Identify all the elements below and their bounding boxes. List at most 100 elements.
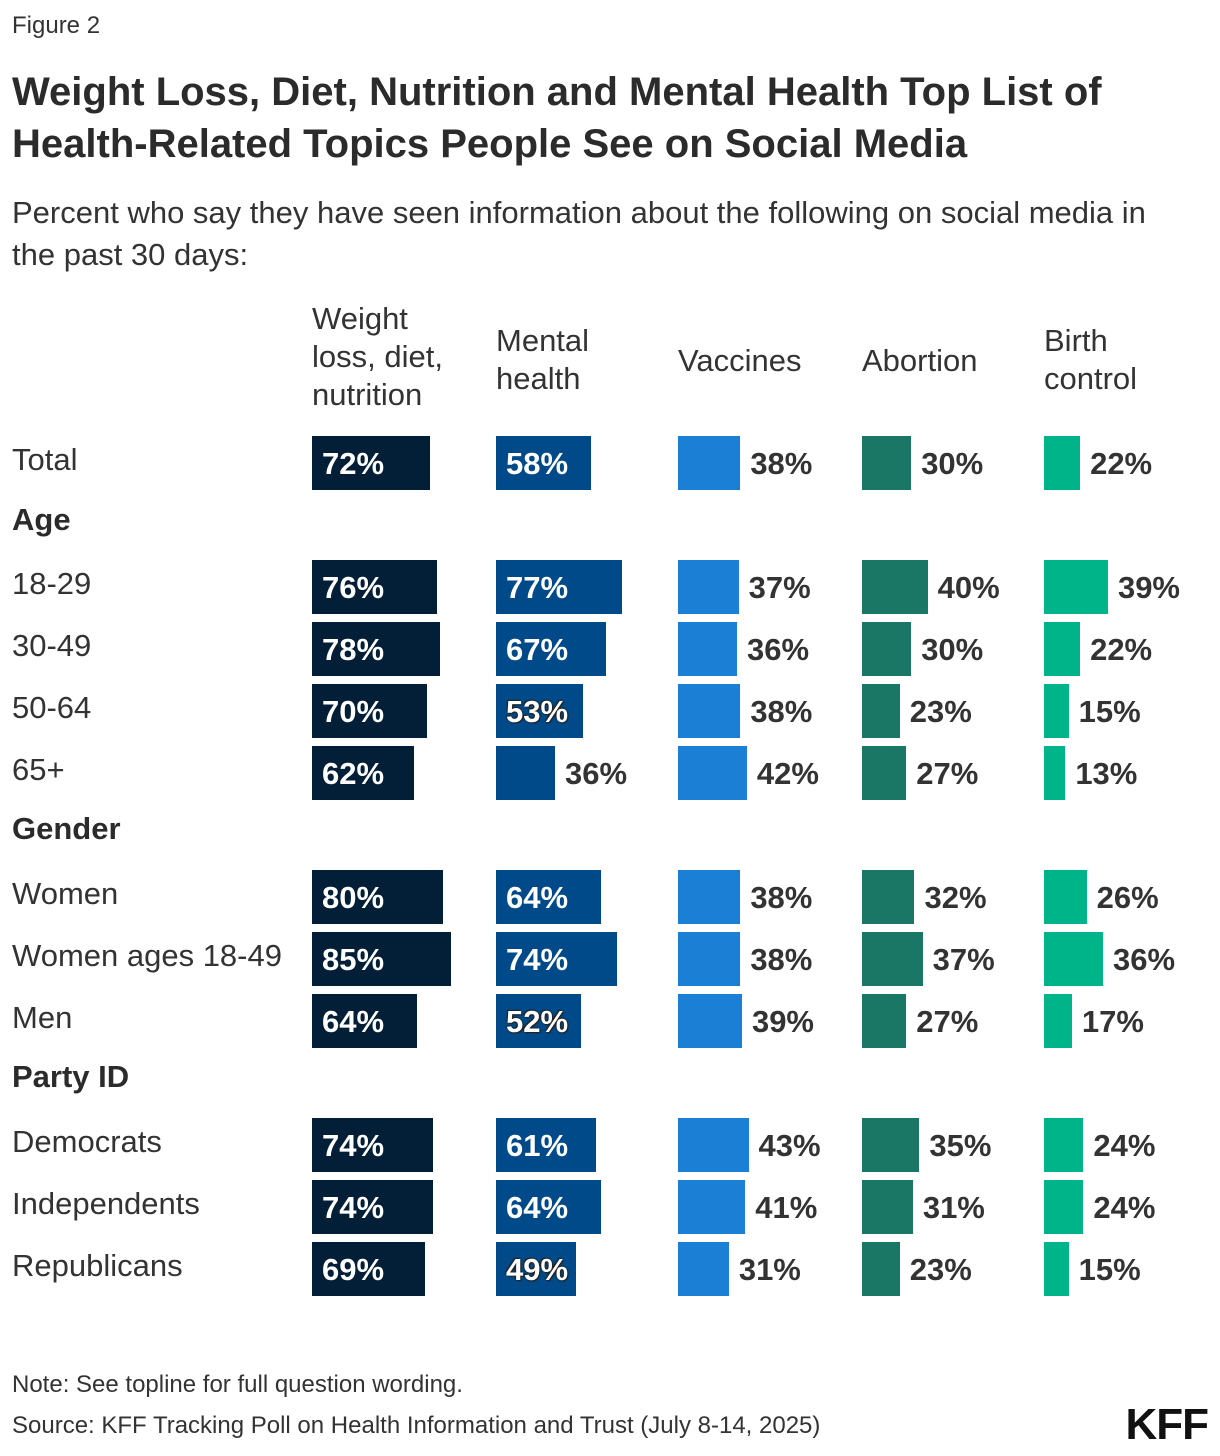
bar	[862, 870, 915, 924]
data-label: 78%	[322, 632, 385, 667]
bar	[1044, 622, 1081, 676]
column-header: Weight loss, diet, nutrition	[312, 301, 443, 412]
row-label: 65+	[12, 752, 65, 787]
bar	[1044, 436, 1081, 490]
data-label: 30%	[921, 446, 984, 481]
data-label: 32%	[924, 880, 987, 915]
bar	[496, 932, 618, 986]
data-label: 72%	[322, 446, 385, 481]
bar	[1044, 870, 1087, 924]
bar	[312, 684, 427, 738]
source: Source: KFF Tracking Poll on Health Info…	[12, 1412, 821, 1439]
bar	[678, 684, 741, 738]
bar	[1044, 1242, 1069, 1296]
bar	[678, 622, 738, 676]
bar	[862, 1242, 900, 1296]
bar	[678, 1118, 749, 1172]
column-header: Birth control	[1044, 323, 1138, 396]
chart-subtitle: Percent who say they have seen informati…	[12, 195, 1146, 272]
bar	[312, 1242, 426, 1296]
bar	[678, 932, 741, 986]
row-label: Women	[12, 876, 119, 911]
data-label: 40%	[937, 570, 1000, 605]
data-label: 77%	[506, 570, 569, 605]
bar	[1044, 932, 1104, 986]
bar	[678, 1180, 746, 1234]
bar	[1044, 684, 1069, 738]
data-label: 53%	[506, 694, 569, 729]
data-label: 36%	[565, 756, 628, 791]
chart-title: Weight Loss, Diet, Nutrition and Mental …	[12, 70, 1102, 166]
data-label: 64%	[322, 1004, 385, 1039]
bar	[862, 1180, 913, 1234]
bar	[862, 746, 907, 800]
bar	[496, 746, 556, 800]
data-label: 69%	[322, 1252, 385, 1287]
bar	[312, 746, 414, 800]
bar	[678, 436, 741, 490]
group-label: Party ID	[12, 1059, 130, 1094]
bar	[678, 1242, 729, 1296]
bar	[1044, 560, 1108, 614]
bar	[862, 684, 900, 738]
bar	[312, 436, 431, 490]
data-label: 36%	[1113, 942, 1176, 977]
data-label: 13%	[1075, 756, 1138, 791]
data-label: 35%	[929, 1128, 992, 1163]
bar	[862, 932, 923, 986]
bar	[862, 436, 912, 490]
row-label: 50-64	[12, 690, 92, 725]
row-label: Women ages 18-49	[12, 938, 282, 973]
note: Note: See topline for full question word…	[12, 1371, 463, 1398]
bar	[496, 436, 592, 490]
data-label: 37%	[748, 570, 811, 605]
bar	[678, 870, 741, 924]
data-label: 62%	[322, 756, 385, 791]
data-label: 36%	[747, 632, 810, 667]
bar	[862, 560, 928, 614]
bar	[312, 994, 417, 1048]
bar	[312, 1118, 434, 1172]
data-label: 74%	[322, 1190, 385, 1225]
data-label: 27%	[916, 1004, 979, 1039]
group-label: Gender	[12, 811, 121, 846]
bar	[312, 932, 452, 986]
bar	[862, 1118, 920, 1172]
data-label: 23%	[909, 694, 972, 729]
data-label: 58%	[506, 446, 569, 481]
data-label: 38%	[750, 694, 813, 729]
data-label: 15%	[1078, 694, 1141, 729]
data-label: 49%	[506, 1252, 569, 1287]
data-label: 64%	[506, 880, 569, 915]
bar	[312, 1180, 434, 1234]
data-label: 26%	[1096, 880, 1159, 915]
bar	[1044, 1118, 1084, 1172]
bar	[1044, 1180, 1084, 1234]
bar	[1044, 994, 1072, 1048]
bar	[496, 994, 582, 1048]
column-header: Abortion	[862, 343, 978, 378]
bar	[496, 1242, 577, 1296]
data-label: 42%	[756, 756, 819, 791]
data-label: 41%	[755, 1190, 818, 1225]
bar	[1044, 746, 1066, 800]
kff-logo: KFF	[1125, 1400, 1209, 1449]
bar	[496, 684, 583, 738]
data-label: 15%	[1078, 1252, 1141, 1287]
row-label: Total	[12, 442, 78, 477]
data-label: 31%	[738, 1252, 801, 1287]
data-label: 24%	[1093, 1128, 1156, 1163]
data-label: 70%	[322, 694, 385, 729]
data-label: 27%	[916, 756, 979, 791]
column-header: Mental health	[496, 323, 590, 396]
row-label: 18-29	[12, 566, 92, 601]
data-label: 30%	[921, 632, 984, 667]
data-label: 52%	[506, 1004, 569, 1039]
data-label: 80%	[322, 880, 385, 915]
data-label: 17%	[1081, 1004, 1144, 1039]
bar	[862, 622, 912, 676]
data-label: 23%	[909, 1252, 972, 1287]
data-label: 76%	[322, 570, 385, 605]
data-label: 24%	[1093, 1190, 1156, 1225]
bar	[496, 622, 606, 676]
